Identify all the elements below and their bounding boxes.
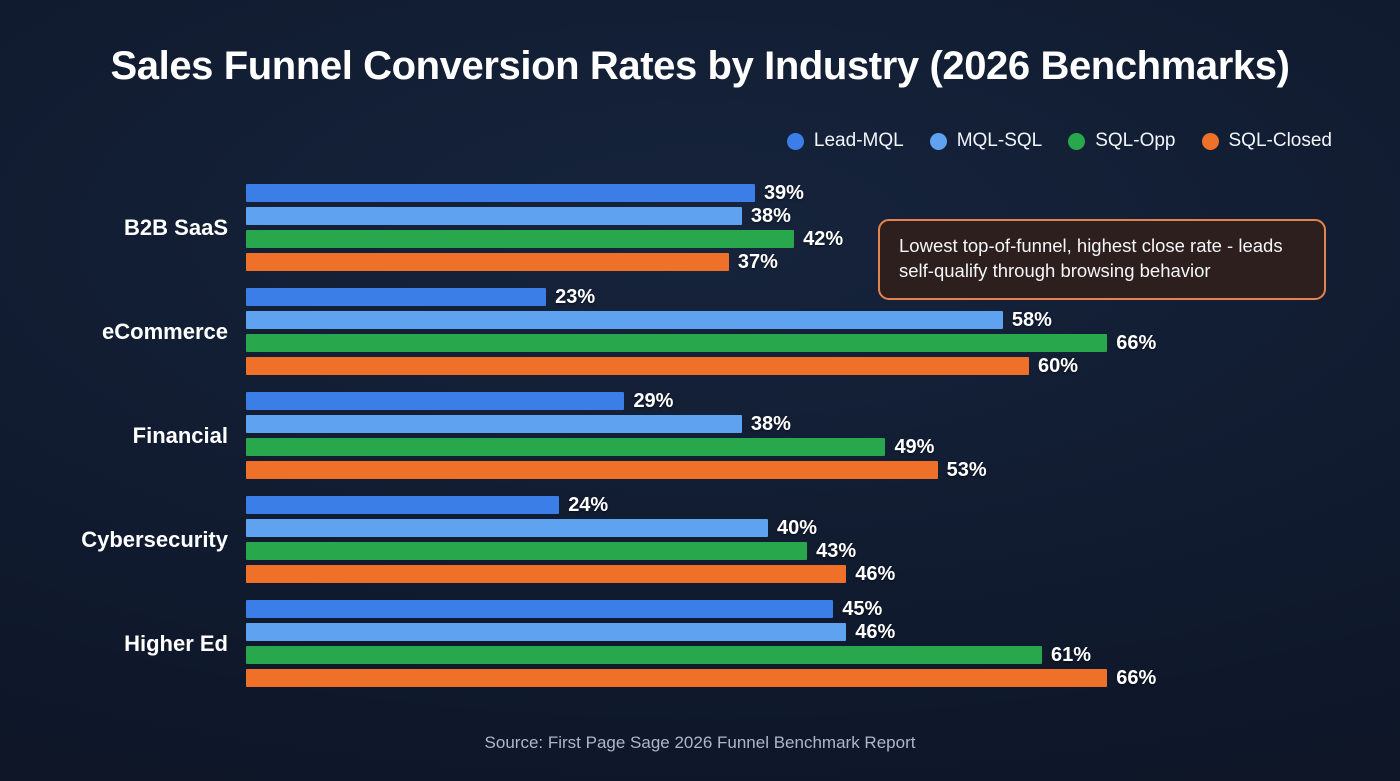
bar-value-label: 43% <box>816 539 857 562</box>
bar-mql-sql[interactable] <box>246 415 742 433</box>
bar-value-label: 46% <box>855 620 896 643</box>
bar-value-label: 61% <box>1051 643 1092 666</box>
bar-row: 38% <box>246 412 1400 435</box>
bar-row: 29% <box>246 389 1400 412</box>
bar-row: 66% <box>246 331 1400 354</box>
bar-row: 58% <box>246 308 1400 331</box>
source-caption: Source: First Page Sage 2026 Funnel Benc… <box>484 733 916 752</box>
bar-lead-mql[interactable] <box>246 496 560 514</box>
bar-sql-opp[interactable] <box>246 334 1108 352</box>
bar-row: 39% <box>246 181 1400 204</box>
bar-sql-closed[interactable] <box>246 357 1029 375</box>
bar-stack: 39% 38% 42% 37% <box>246 181 1400 276</box>
category-label: Financial <box>132 423 228 448</box>
bar-mql-sql[interactable] <box>246 623 847 641</box>
bar-row: 43% <box>246 539 1400 562</box>
bar-row: 37% <box>246 250 1400 273</box>
bar-value-label: 53% <box>946 458 987 481</box>
bar-row: 66% <box>246 666 1400 689</box>
bar-value-label: 66% <box>1116 331 1157 354</box>
chart-plot-area: B2B SaaS 39% 38% 42% 37% eCommerce 23% 58% 66% 60… <box>0 176 1400 696</box>
bar-group: B2B SaaS 39% 38% 42% 37% <box>0 176 1400 280</box>
legend-swatch-icon <box>786 132 804 150</box>
chart-legend: Lead-MQL MQL-SQL SQL-Opp SQL-Closed <box>786 130 1333 152</box>
bar-value-label: 37% <box>737 250 778 273</box>
legend-swatch-icon <box>1201 132 1219 150</box>
bar-sql-closed[interactable] <box>246 461 938 479</box>
category-label: Higher Ed <box>124 631 228 656</box>
bar-row: 61% <box>246 643 1400 666</box>
bar-value-label: 58% <box>1011 308 1052 331</box>
bar-value-label: 39% <box>763 181 804 204</box>
bar-value-label: 38% <box>750 204 791 227</box>
bar-value-label: 23% <box>555 285 596 308</box>
bar-group: eCommerce 23% 58% 66% 60% <box>0 280 1400 384</box>
legend-item-label: SQL-Opp <box>1095 130 1176 151</box>
legend-swatch-icon <box>929 132 947 150</box>
legend-item-label: MQL-SQL <box>956 130 1043 151</box>
bar-row: 53% <box>246 458 1400 481</box>
bar-group: Cybersecurity 24% 40% 43% 46% <box>0 488 1400 592</box>
bar-sql-opp[interactable] <box>246 230 795 248</box>
bar-row: 40% <box>246 516 1400 539</box>
legend-item-sql-closed[interactable]: SQL-Closed <box>1201 130 1333 152</box>
bar-row: 46% <box>246 562 1400 585</box>
bar-sql-closed[interactable] <box>246 253 729 271</box>
bar-sql-opp[interactable] <box>246 646 1043 664</box>
chart-title: Sales Funnel Conversion Rates by Industr… <box>110 44 1290 88</box>
bar-value-label: 46% <box>855 562 896 585</box>
bar-value-label: 66% <box>1116 666 1157 689</box>
bar-row: 45% <box>246 597 1400 620</box>
bar-sql-closed[interactable] <box>246 669 1108 687</box>
bar-mql-sql[interactable] <box>246 207 742 225</box>
bar-row: 38% <box>246 204 1400 227</box>
legend-item-label: SQL-Closed <box>1228 130 1333 151</box>
bar-stack: 45% 46% 61% 66% <box>246 597 1400 692</box>
bar-mql-sql[interactable] <box>246 519 768 537</box>
category-label: B2B SaaS <box>124 215 228 240</box>
bar-sql-opp[interactable] <box>246 438 886 456</box>
bar-stack: 24% 40% 43% 46% <box>246 493 1400 588</box>
bar-sql-closed[interactable] <box>246 565 847 583</box>
legend-item-mql-sql[interactable]: MQL-SQL <box>929 130 1043 152</box>
bar-stack: 23% 58% 66% 60% <box>246 285 1400 380</box>
annotation-callout: Lowest top-of-funnel, highest close rate… <box>878 219 1326 301</box>
bar-value-label: 49% <box>894 435 935 458</box>
legend-item-lead-mql[interactable]: Lead-MQL <box>786 130 904 152</box>
bar-row: 23% <box>246 285 1400 308</box>
category-label: eCommerce <box>102 319 228 344</box>
bar-row: 60% <box>246 354 1400 377</box>
bar-value-label: 38% <box>750 412 791 435</box>
legend-item-label: Lead-MQL <box>813 130 904 151</box>
bar-group: Higher Ed 45% 46% 61% 66% <box>0 592 1400 696</box>
bar-value-label: 40% <box>777 516 818 539</box>
bar-stack: 29% 38% 49% 53% <box>246 389 1400 484</box>
bar-sql-opp[interactable] <box>246 542 808 560</box>
bar-value-label: 60% <box>1038 354 1079 377</box>
bar-row: 24% <box>246 493 1400 516</box>
bar-mql-sql[interactable] <box>246 311 1003 329</box>
bar-lead-mql[interactable] <box>246 288 547 306</box>
legend-item-sql-opp[interactable]: SQL-Opp <box>1068 130 1176 152</box>
bar-group: Financial 29% 38% 49% 53% <box>0 384 1400 488</box>
category-label: Cybersecurity <box>81 527 228 552</box>
legend-swatch-icon <box>1068 132 1086 150</box>
bar-value-label: 29% <box>633 389 674 412</box>
bar-value-label: 42% <box>803 227 844 250</box>
bar-value-label: 24% <box>568 493 609 516</box>
bar-value-label: 45% <box>842 597 883 620</box>
bar-row: 49% <box>246 435 1400 458</box>
bar-row: 46% <box>246 620 1400 643</box>
bar-lead-mql[interactable] <box>246 392 625 410</box>
bar-lead-mql[interactable] <box>246 600 834 618</box>
bar-row: 42% <box>246 227 1400 250</box>
bar-lead-mql[interactable] <box>246 184 755 202</box>
